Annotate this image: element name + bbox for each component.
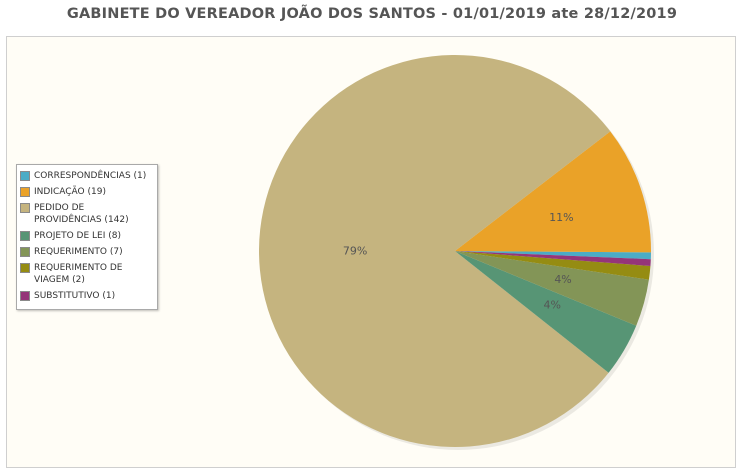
pie-slice-indica-o[interactable] xyxy=(455,131,651,253)
legend-swatch xyxy=(20,187,30,197)
legend-item[interactable]: REQUERIMENTO (7) xyxy=(20,246,154,258)
legend-item[interactable]: PEDIDO DE PROVIDÊNCIAS (142) xyxy=(20,202,154,226)
legend-item[interactable]: REQUERIMENTO DE VIAGEM (2) xyxy=(20,262,154,286)
legend-label: PROJETO DE LEI (8) xyxy=(34,231,121,241)
chart-title: GABINETE DO VEREADOR JOÃO DOS SANTOS - 0… xyxy=(66,6,678,22)
pie-slice-pedido-de-provid-ncias[interactable] xyxy=(259,55,611,448)
pie-slice-requerimento[interactable] xyxy=(455,251,649,326)
legend-swatch xyxy=(20,171,30,181)
pie-slice-substitutivo[interactable] xyxy=(455,251,651,267)
chart-legend: CORRESPONDÊNCIAS (1) INDICAÇÃO (19) PEDIDO… xyxy=(16,164,158,310)
legend-label: REQUERIMENTO (7) xyxy=(34,247,123,257)
legend-swatch xyxy=(20,263,30,273)
pie-slice-requerimento-de-viagem[interactable] xyxy=(455,251,651,280)
legend-swatch xyxy=(20,291,30,301)
legend-item[interactable]: PROJETO DE LEI (8) xyxy=(20,230,154,242)
legend-swatch xyxy=(20,203,30,213)
slice-percent-label: 79% xyxy=(343,244,367,257)
slice-percent-label: 4% xyxy=(544,299,561,312)
legend-item[interactable]: SUBSTITUTIVO (1) xyxy=(20,290,154,302)
legend-label: INDICAÇÃO (19) xyxy=(34,187,106,197)
legend-swatch xyxy=(20,247,30,257)
legend-label: REQUERIMENTO DE VIAGEM (2) xyxy=(34,263,123,285)
slice-percent-label: 4% xyxy=(554,273,571,286)
legend-item[interactable]: INDICAÇÃO (19) xyxy=(20,186,154,198)
slice-percent-label: 11% xyxy=(549,211,573,224)
legend-label: PEDIDO DE PROVIDÊNCIAS (142) xyxy=(34,203,129,225)
legend-item[interactable]: CORRESPONDÊNCIAS (1) xyxy=(20,170,154,182)
legend-label: SUBSTITUTIVO (1) xyxy=(34,291,116,301)
pie-slice-projeto-de-lei[interactable] xyxy=(455,251,637,373)
legend-label: CORRESPONDÊNCIAS (1) xyxy=(34,171,147,181)
pie-slice-correspond-ncias[interactable] xyxy=(455,251,651,260)
legend-swatch xyxy=(20,231,30,241)
